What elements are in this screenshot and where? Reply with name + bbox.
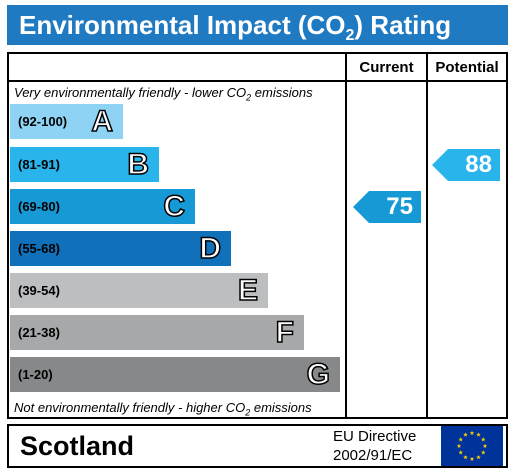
bottom-note: Not environmentally friendly - higher CO…: [14, 400, 312, 418]
bottom-note-sub: 2: [245, 407, 251, 418]
top-note: Very environmentally friendly - lower CO…: [14, 85, 313, 103]
band-range: (55-68): [18, 241, 60, 256]
band-letter: G: [306, 357, 331, 392]
band-range: (21-38): [18, 325, 60, 340]
eu-directive: EU Directive 2002/91/EC: [333, 427, 416, 465]
eu-star: [480, 450, 486, 455]
eu-star: [476, 432, 481, 437]
column-divider-current: [345, 52, 347, 419]
current-rating-arrow: 75: [353, 191, 421, 223]
band-range: (92-100): [18, 114, 68, 129]
band-range: (81-91): [18, 157, 60, 172]
top-note-sub: 2: [246, 92, 252, 103]
eu-star: [482, 443, 488, 448]
potential-rating-value: 88: [465, 151, 492, 178]
current-rating-value: 75: [386, 193, 413, 220]
band-letter: B: [127, 147, 150, 182]
chart-title: Environmental Impact (CO2) Rating: [7, 5, 508, 45]
band-range: (1-20): [18, 367, 53, 382]
band-letter: E: [237, 273, 259, 308]
top-note-prefix: Very environmentally friendly - lower CO: [14, 85, 247, 100]
eu-star: [463, 454, 468, 460]
band-c: (69-80) C: [10, 189, 195, 224]
band-letter: A: [91, 104, 114, 139]
eu-star: [469, 456, 475, 461]
band-e: (39-54) E: [10, 273, 268, 308]
eu-star: [458, 437, 464, 442]
band-b: (81-91) B: [10, 147, 159, 182]
band-a: (92-100) A: [10, 104, 123, 139]
eu-star: [480, 437, 486, 442]
title-subscript: 2: [345, 27, 355, 45]
band-letter: F: [275, 315, 295, 350]
band-letter: C: [163, 189, 186, 224]
title-suffix: ) Rating: [354, 10, 452, 40]
top-note-suffix: emissions: [251, 85, 313, 100]
footer-frame: [7, 424, 508, 468]
title-prefix: Environmental Impact (CO: [19, 10, 346, 40]
potential-arrow-shape: [432, 149, 500, 181]
eu-flag-icon: [441, 426, 503, 466]
band-g: (1-20) G: [10, 357, 340, 392]
bottom-note-prefix: Not environmentally friendly - higher CO: [14, 400, 246, 415]
eu-star: [476, 454, 481, 460]
eu-star: [469, 430, 475, 435]
band-f: (21-38) F: [10, 315, 304, 350]
column-divider-potential: [426, 52, 428, 419]
bottom-note-suffix: emissions: [250, 400, 312, 415]
eu-star: [456, 443, 462, 448]
band-d: (55-68) D: [10, 231, 231, 266]
region-label: Scotland: [20, 431, 135, 461]
band-range: (69-80): [18, 199, 60, 214]
eu-star: [463, 432, 468, 437]
rating-frame: [7, 52, 508, 419]
column-header-potential: Potential: [435, 59, 499, 76]
band-letter: D: [199, 231, 222, 266]
current-arrow-shape: [353, 191, 421, 223]
header-divider: [7, 80, 508, 82]
eu-star: [458, 450, 464, 455]
column-header-current: Current: [359, 59, 414, 76]
directive-line-2: 2002/91/EC: [333, 447, 413, 464]
directive-line-1: EU Directive: [333, 428, 417, 445]
band-range: (39-54): [18, 283, 60, 298]
potential-rating-arrow: 88: [432, 149, 500, 181]
